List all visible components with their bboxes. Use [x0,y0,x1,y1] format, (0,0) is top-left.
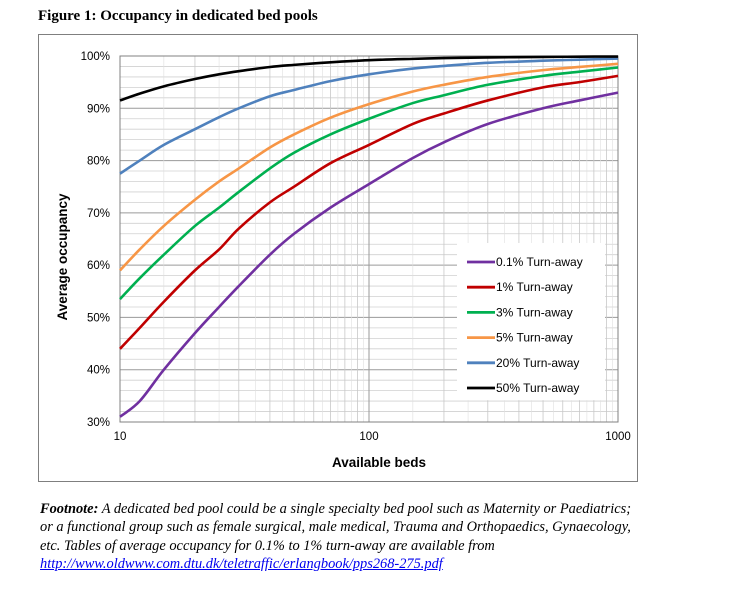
x-tick-label: 10 [114,431,127,443]
legend-label: 50% Turn-away [496,381,579,395]
y-tick-label: 40% [87,365,110,377]
chart-frame [38,34,638,482]
x-axis-ticks: 10 100 1000 [114,431,631,443]
y-axis-label: Average occupancy [55,193,70,321]
y-tick-label: 90% [87,103,110,115]
y-tick-label: 100% [81,51,110,63]
legend-label: 0.1% Turn-away [496,255,583,269]
y-tick-label: 50% [87,312,110,324]
legend-box [457,243,605,401]
y-tick-label: 60% [87,260,110,272]
series-line [119,55,619,102]
footnote: Footnote: A dedicated bed pool could be … [40,500,640,574]
series-line [119,66,619,301]
legend-label: 5% Turn-away [496,331,573,345]
y-tick-label: 30% [87,417,110,429]
series-lines [119,55,619,418]
y-axis-ticks: 30% 40% 50% 60% 70% 80% 90% 100% [81,51,110,429]
series-line [119,74,619,350]
x-tick-label: 100 [359,431,378,443]
legend-label: 1% Turn-away [496,280,573,294]
x-tick-label: 1000 [605,431,631,443]
legend-label: 3% Turn-away [496,305,573,319]
figure-title: Figure 1: Occupancy in dedicated bed poo… [38,8,318,24]
plot-area-border [119,55,619,423]
x-axis-label: Available beds [332,455,426,470]
footnote-lead: Footnote: [40,501,99,517]
series-line [119,62,619,272]
footnote-link[interactable]: http://www.oldwww.com.dtu.dk/teletraffic… [40,556,443,573]
legend-label: 20% Turn-away [496,356,579,370]
series-line [119,57,619,175]
legend: 0.1% Turn-away 1% Turn-away 3% Turn-away 5%… [457,243,605,401]
y-tick-label: 70% [87,208,110,220]
footnote-text: A dedicated bed pool could be a single s… [40,501,631,554]
y-tick-label: 80% [87,156,110,168]
series-line [119,91,619,418]
